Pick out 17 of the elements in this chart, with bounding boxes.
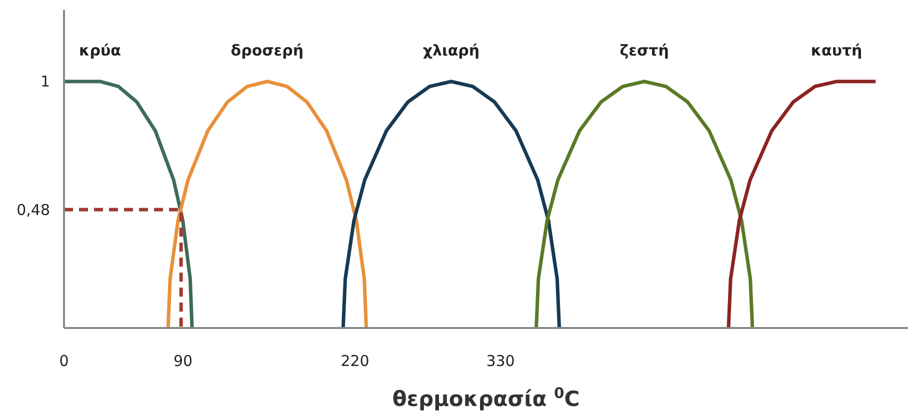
line-series [341,80,562,330]
x-axis-title: θερμοκρασία $^{0}$C [392,384,580,411]
x-tick-label: 220 [340,352,370,370]
series-label: κρύα [79,41,121,60]
series-label: καυτή [810,41,862,60]
x-tick-label: 90 [174,352,193,370]
x-tick-label: 330 [486,352,515,370]
line-series [62,80,194,330]
series-label: χλιαρή [422,41,480,60]
text: δροσερή [230,41,304,60]
x-tick-label: 0 [59,352,69,370]
y-tick-label: 0,48 [16,200,50,219]
line-series [534,80,754,330]
line-series [166,80,368,330]
line-series [726,80,878,330]
series-label: ζεστή [620,41,669,60]
y-tick-label: 1 [40,72,50,91]
